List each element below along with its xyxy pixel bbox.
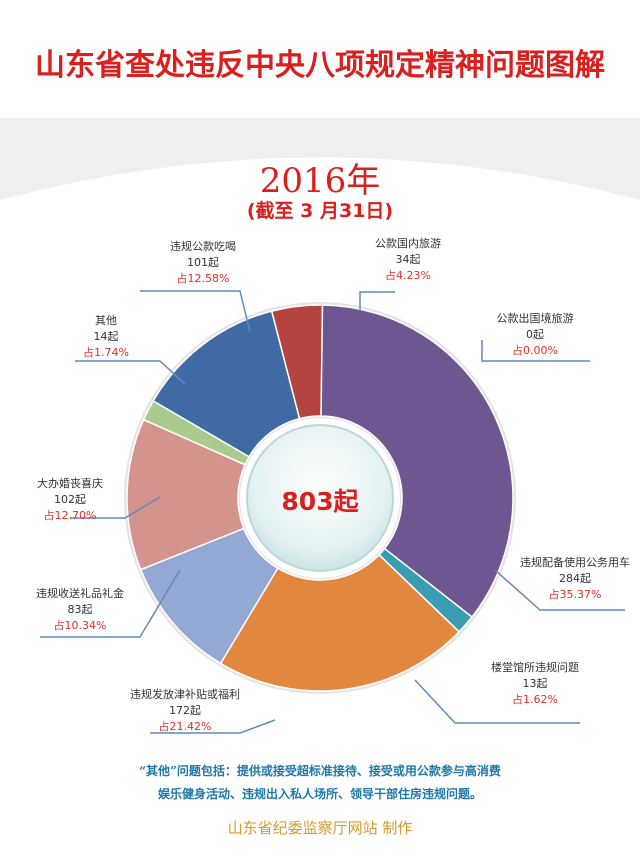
leader-line-7 xyxy=(75,360,186,385)
callout-0: 公款国内旅游 34起占4.23% xyxy=(328,236,488,284)
slice-4 xyxy=(219,553,461,692)
slice-count: 101起 xyxy=(187,256,219,269)
slice-percent: 占1.74% xyxy=(83,346,129,359)
slice-count: 34起 xyxy=(395,253,421,266)
slice-percent: 占1.62% xyxy=(512,693,558,706)
leader-line-4 xyxy=(150,719,276,734)
slice-name: 其他 xyxy=(95,314,117,327)
page-title: 山东省查处违反中央八项规定精神问题图解 xyxy=(35,48,605,83)
slice-name: 大办婚丧喜庆 xyxy=(37,477,103,490)
slice-name: 违规收送礼品礼金 xyxy=(36,587,124,600)
footnote-line-2: 娱乐健身活动、违规出入私人场所、领导干部住房违规问题。 xyxy=(157,787,482,801)
slice-percent: 占10.34% xyxy=(53,619,107,632)
slice-percent: 占4.23% xyxy=(385,269,431,282)
slice-name: 违规配备使用公务用车 xyxy=(520,556,630,569)
slice-count: 0起 xyxy=(526,328,544,341)
leader-line-1 xyxy=(481,340,590,362)
slice-percent: 占0.00% xyxy=(512,344,558,357)
callout-7: 其他 14起占1.74% xyxy=(26,313,186,361)
slice-name: 公款国内旅游 xyxy=(375,237,441,250)
slice-8 xyxy=(152,310,301,458)
slice-count: 172起 xyxy=(169,704,201,717)
date-note: (截至 3 月31日) xyxy=(246,200,394,222)
year-heading: 2016年 xyxy=(259,161,381,201)
slice-count: 284起 xyxy=(559,572,591,585)
leader-line-0 xyxy=(359,291,395,311)
slice-name: 公款出国境旅游 xyxy=(496,312,574,325)
leader-line-5 xyxy=(40,569,181,638)
slice-count: 14起 xyxy=(93,330,119,343)
slice-count: 13起 xyxy=(522,677,548,690)
callout-6: 大办婚丧喜庆 102起占12.70% xyxy=(0,476,150,524)
leader-line-6 xyxy=(70,496,161,519)
slice-percent: 占21.42% xyxy=(158,720,212,733)
footnote-line-1: “其他”问题包括：提供或接受超标准接待、接受或用公款参与高消费 xyxy=(139,764,501,778)
slice-percent: 占35.37% xyxy=(548,588,602,601)
leader-line-2 xyxy=(494,569,625,611)
callout-3: 楼堂馆所违规问题 13起占1.62% xyxy=(455,660,615,708)
leader-line-8 xyxy=(140,290,251,333)
callout-8: 违规公款吃喝 101起占12.58% xyxy=(123,239,283,287)
slice-2 xyxy=(320,304,514,619)
slice-percent: 占12.70% xyxy=(43,509,97,522)
slice-name: 违规发放津补贴或福利 xyxy=(130,688,240,701)
callout-2: 违规配备使用公务用车 284起占35.37% xyxy=(495,555,640,603)
callout-5: 违规收送礼品礼金 83起占10.34% xyxy=(0,586,160,634)
center-total: 803起 xyxy=(281,487,359,516)
credit-line: 山东省纪委监察厅网站 制作 xyxy=(227,819,413,837)
slice-name: 楼堂馆所违规问题 xyxy=(491,661,579,674)
header-band xyxy=(0,0,640,118)
slice-6 xyxy=(126,418,247,571)
slice-percent: 占12.58% xyxy=(176,272,230,285)
callout-1: 公款出国境旅游 0起占0.00% xyxy=(455,311,615,359)
callout-4: 违规发放津补贴或福利 172起占21.42% xyxy=(105,687,265,735)
slice-count: 83起 xyxy=(67,603,93,616)
slice-count: 102起 xyxy=(54,493,86,506)
center-disc xyxy=(246,424,394,572)
leader-line-3 xyxy=(414,679,580,724)
slice-name: 违规公款吃喝 xyxy=(170,240,236,253)
